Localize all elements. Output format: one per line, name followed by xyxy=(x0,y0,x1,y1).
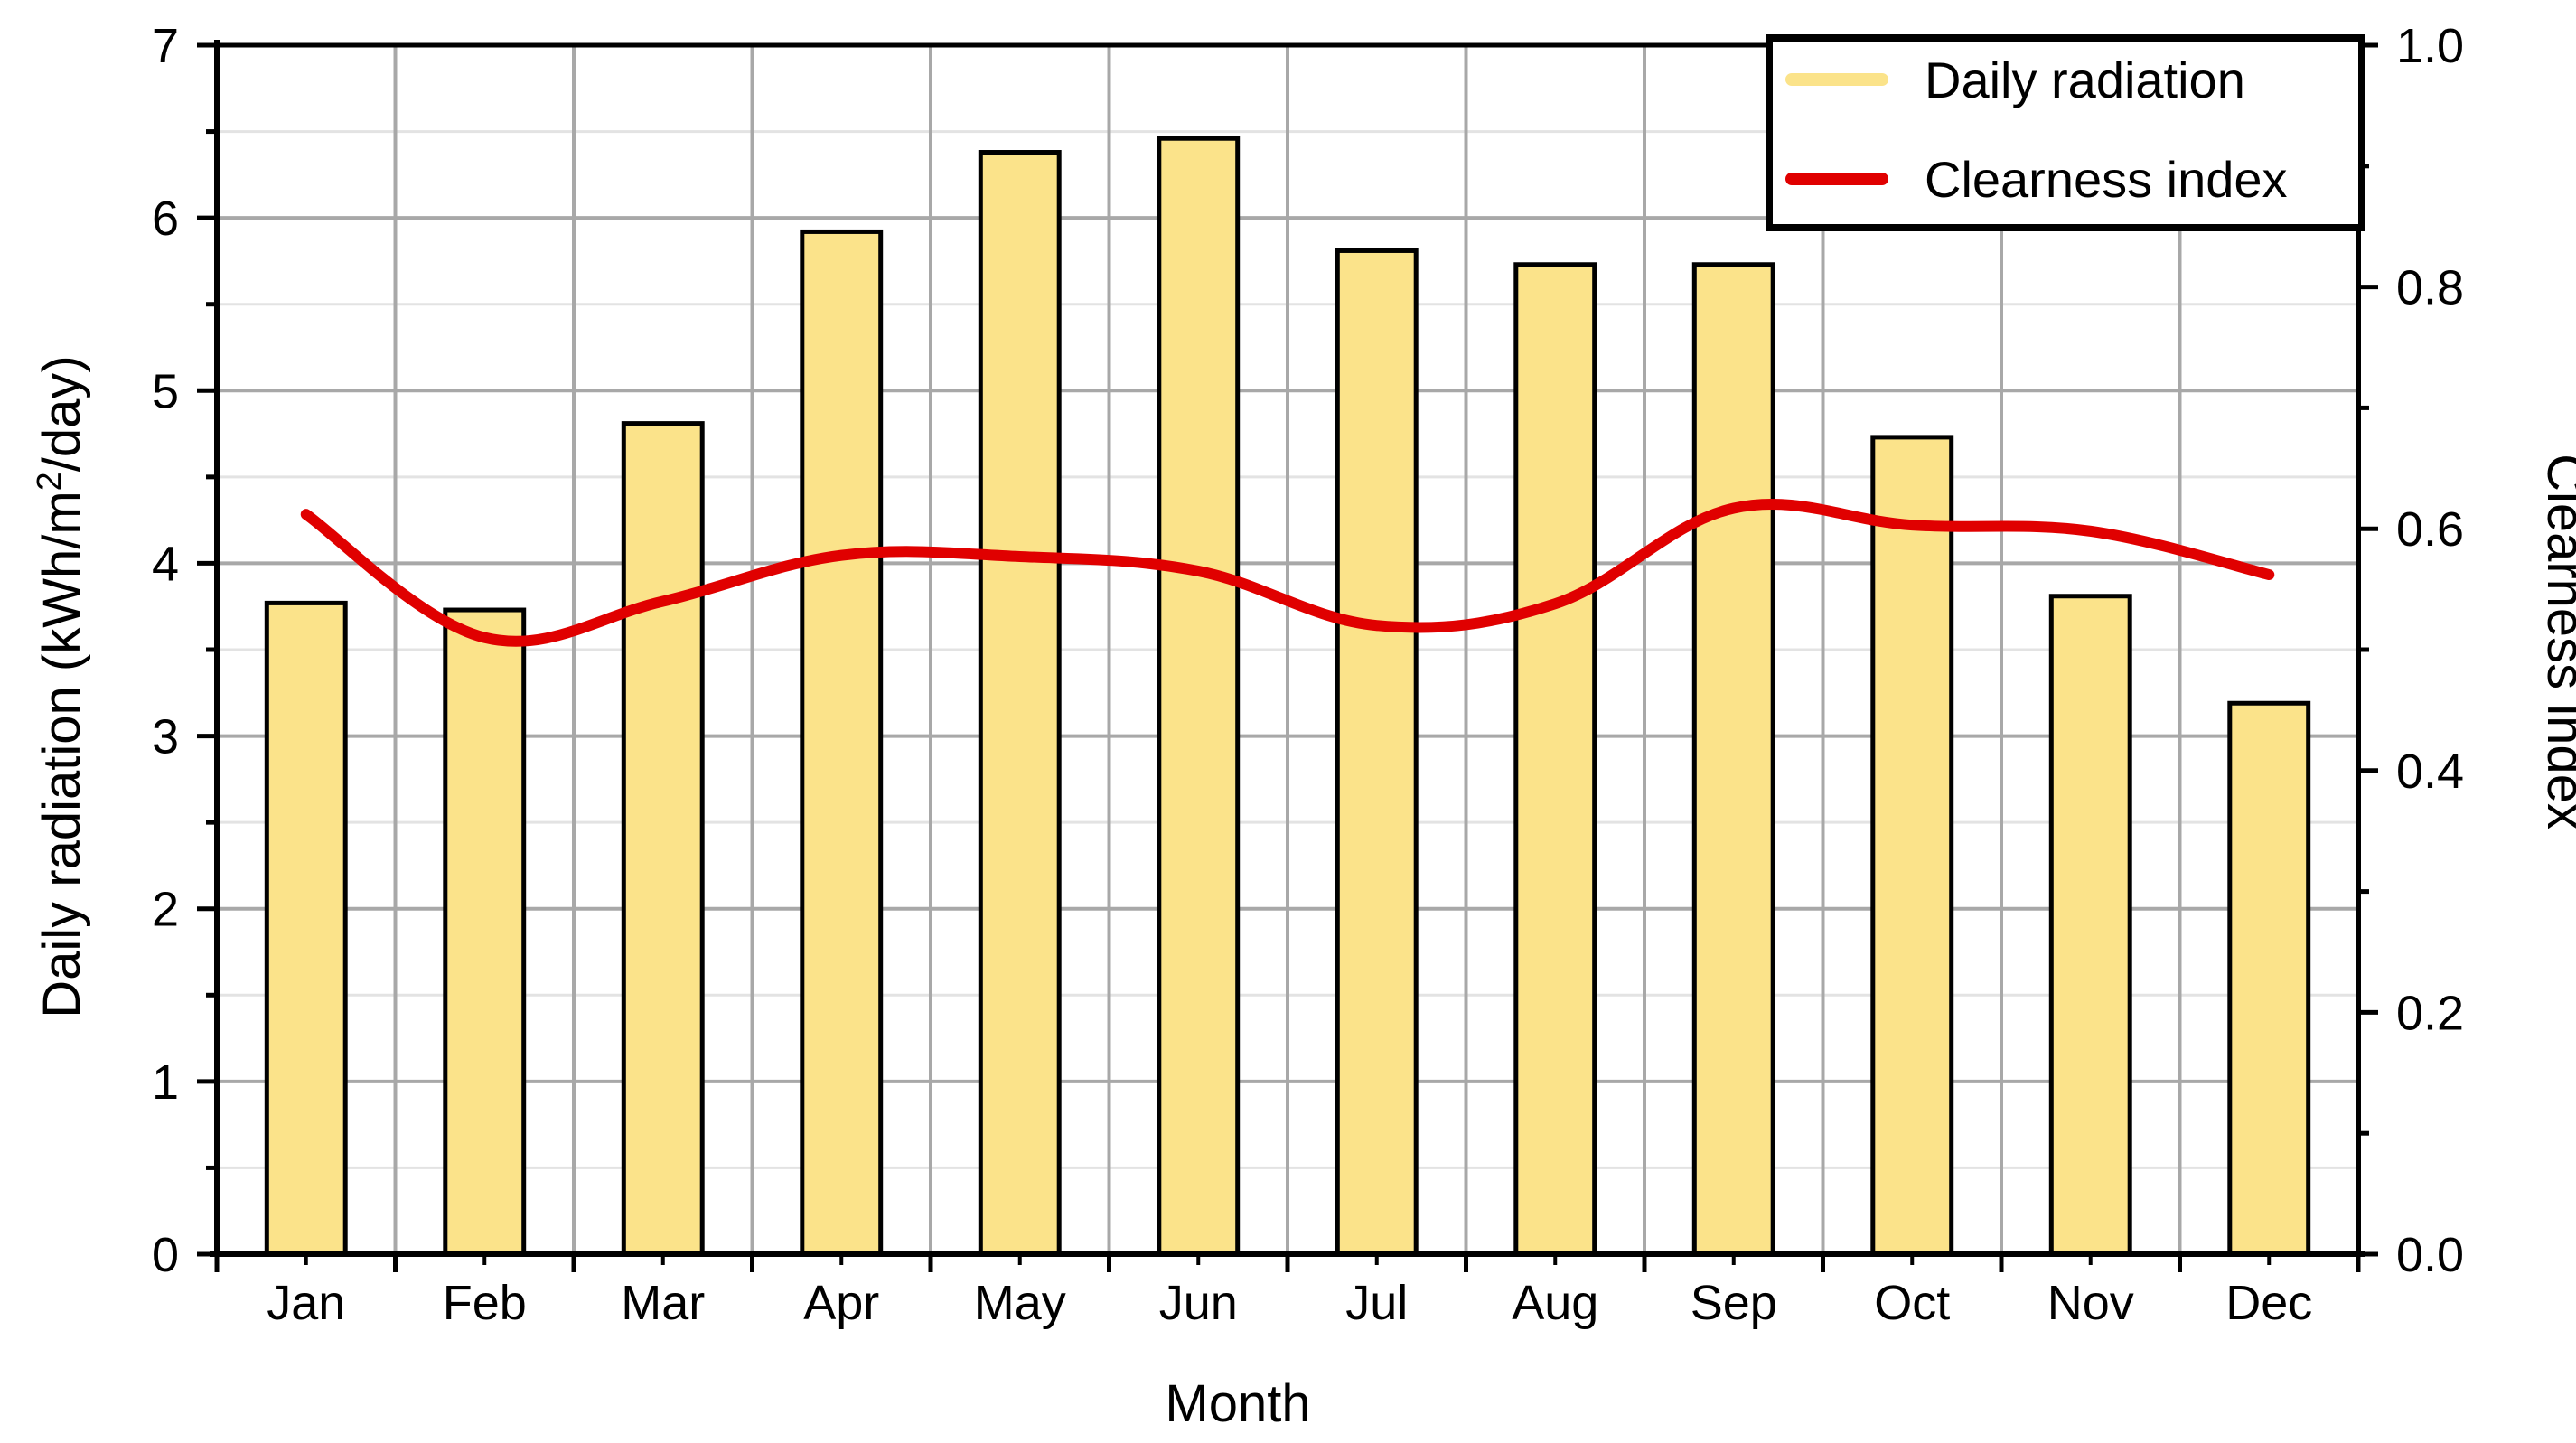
x-tick-label-mar: Mar xyxy=(621,1276,705,1330)
bar-jun xyxy=(1157,136,1241,1257)
x-tick-label-feb: Feb xyxy=(443,1276,527,1330)
y2-tick-label: 0.0 xyxy=(2396,1228,2464,1282)
y-tick-label: 4 xyxy=(152,537,179,591)
x-tick-label-oct: Oct xyxy=(1874,1276,1950,1330)
x-tick-label-aug: Aug xyxy=(1512,1276,1598,1330)
y-tick-label: 2 xyxy=(152,883,179,937)
bar-aug xyxy=(1513,262,1597,1257)
legend: Daily radiation Clearness index xyxy=(1766,34,2365,231)
y-tick-label: 0 xyxy=(152,1228,179,1282)
y-axis-title-suffix: /day) xyxy=(33,355,91,472)
gridlines xyxy=(217,45,2358,1254)
point-jan xyxy=(304,513,307,516)
y-tick-label: 1 xyxy=(152,1055,179,1110)
x-tick-label-sep: Sep xyxy=(1691,1276,1777,1330)
x-tick-label-apr: Apr xyxy=(803,1276,879,1330)
point-oct xyxy=(1911,524,1914,527)
x-tick-label-jul: Jul xyxy=(1345,1276,1408,1330)
x-tick-label-nov: Nov xyxy=(2047,1276,2134,1330)
y-tick-label: 3 xyxy=(152,710,179,764)
point-jun xyxy=(1197,570,1200,573)
y2-tick-label: 0.2 xyxy=(2396,986,2464,1040)
bar-jan xyxy=(264,600,348,1257)
point-mar xyxy=(661,600,664,603)
bar-nov xyxy=(2048,594,2132,1257)
y2-axis-title: Clearness index xyxy=(2536,454,2576,829)
y2-tick-label: 0.6 xyxy=(2396,502,2464,557)
bar-oct xyxy=(1870,435,1954,1257)
y-tick-label: 5 xyxy=(152,364,179,418)
line-series-clearness-index xyxy=(300,498,2275,647)
point-aug xyxy=(1554,603,1557,605)
bar-jul xyxy=(1335,248,1419,1257)
legend-label-clearness-index: Clearness index xyxy=(1925,151,2288,208)
point-jul xyxy=(1375,624,1378,627)
x-tick-label-dec: Dec xyxy=(2225,1276,2312,1330)
point-sep xyxy=(1732,507,1735,510)
legend-label-daily-radiation: Daily radiation xyxy=(1925,52,2245,108)
x-tick-label-jan: Jan xyxy=(267,1276,345,1330)
point-may xyxy=(1018,555,1021,558)
point-feb xyxy=(483,636,486,639)
bar-mar xyxy=(621,421,705,1257)
bar-apr xyxy=(800,229,884,1257)
tick-labels: 0 1 2 3 4 5 6 7 0.0 0.2 0.4 0.6 0.8 1.0 Jan Feb Mar Apr Ma… xyxy=(152,19,2464,1330)
point-dec xyxy=(2268,574,2271,576)
y-axis-title-superscript: 2 xyxy=(31,472,69,491)
bar-dec xyxy=(2227,700,2311,1257)
y2-tick-label: 0.8 xyxy=(2396,261,2464,315)
bar-feb xyxy=(443,607,527,1257)
clearness-index-line xyxy=(300,498,2275,647)
y-tick-label: 7 xyxy=(152,19,179,73)
y-axis-title: Daily radiation (kWh/m2/day) xyxy=(31,355,91,1017)
y-tick-label: 6 xyxy=(152,192,179,246)
bar-sep xyxy=(1691,262,1775,1257)
x-axis-title: Month xyxy=(1165,1374,1310,1433)
y2-tick-label: 1.0 xyxy=(2396,19,2464,73)
y-axis-title-main: Daily radiation (kWh/m xyxy=(33,491,91,1017)
y2-tick-label: 0.4 xyxy=(2396,745,2464,799)
bar-may xyxy=(978,150,1062,1257)
point-nov xyxy=(2089,529,2092,532)
x-tick-label-jun: Jun xyxy=(1159,1276,1238,1330)
legend-box xyxy=(1766,34,2365,231)
point-apr xyxy=(840,554,843,557)
x-tick-label-may: May xyxy=(974,1276,1066,1330)
